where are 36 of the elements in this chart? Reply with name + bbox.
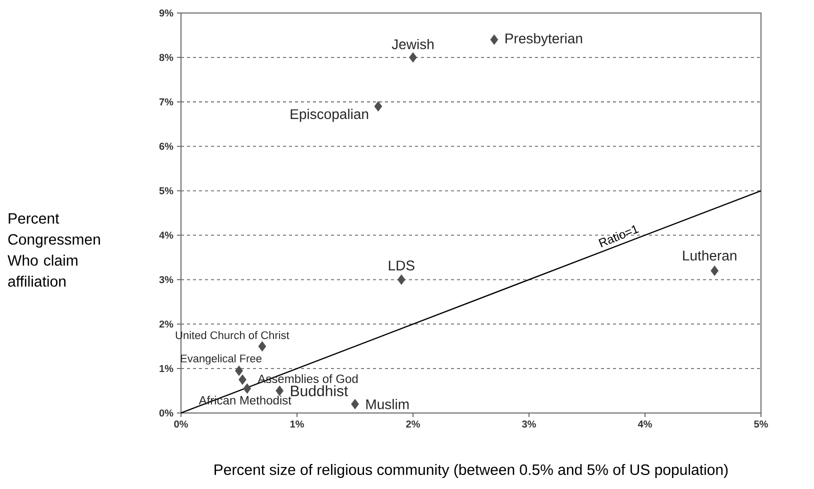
annotation: Lutheran — [683, 250, 736, 261]
point — [276, 386, 284, 396]
x-tick-label: 1% — [290, 420, 304, 428]
point — [351, 398, 359, 410]
y-tick-label: 6% — [159, 142, 174, 150]
y-tick-label: 2% — [159, 320, 174, 328]
y-tick-label: 1% — [160, 365, 174, 372]
annotation: Muslim — [366, 398, 409, 410]
point — [235, 366, 243, 376]
y-tick-label: 0% — [159, 409, 174, 417]
x-tick-label: 4% — [638, 420, 652, 428]
annotation: Episcopalian — [290, 108, 368, 122]
point — [490, 34, 498, 45]
annotation: Jewish — [392, 38, 434, 50]
point — [243, 383, 252, 394]
x-tick-label: 2% — [406, 420, 420, 428]
annotation: LDS — [388, 260, 414, 270]
y-tick-label: 7% — [159, 98, 174, 106]
point — [409, 52, 417, 63]
x-tick-label: 0% — [174, 420, 188, 428]
annotation: Buddhist — [291, 385, 348, 396]
x-axis-title: Percent size of religious community (between 0.5% and 5% of US population) — [214, 464, 728, 478]
point — [258, 341, 266, 352]
point — [374, 101, 382, 112]
point — [397, 274, 406, 285]
x-tick-label: 3% — [522, 420, 536, 428]
x-tick-label: 5% — [754, 420, 768, 428]
y-tick-label: 5% — [159, 187, 174, 194]
point — [238, 374, 246, 385]
y-tick-label: 3% — [159, 276, 174, 284]
annotation: Presbyterian — [506, 33, 582, 46]
y-tick-label: 9% — [159, 9, 174, 17]
y-tick-label: 4% — [159, 232, 174, 239]
point — [710, 266, 719, 276]
y-axis-title: Percent Congressmen Who claim affiliation — [8, 213, 100, 287]
y-tick-label: 8% — [159, 54, 174, 61]
